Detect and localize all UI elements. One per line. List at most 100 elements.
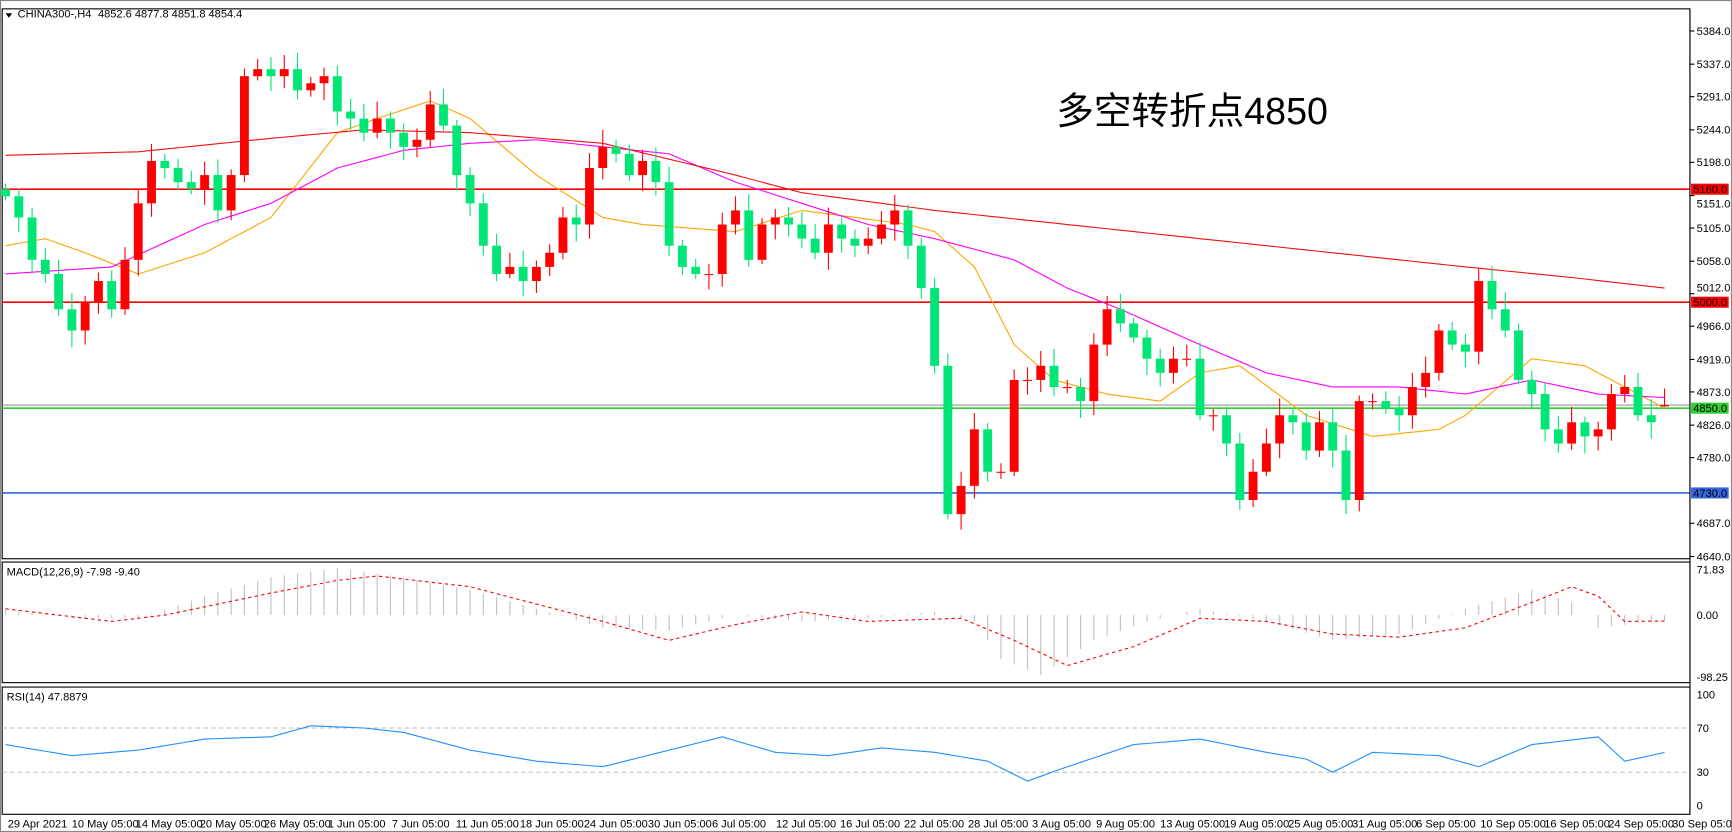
bearish-candle [1328,422,1338,451]
bearish-candle [478,203,488,246]
bearish-candle [332,76,342,112]
time-tick-label: 20 May 05:00 [200,819,267,831]
bullish-candle [969,429,979,486]
bearish-candle [14,196,24,218]
price-tick-label: 4780.0 [1697,452,1731,464]
bearish-candle [40,259,50,274]
bullish-candle [757,224,767,260]
bullish-candle [731,210,740,225]
time-tick-label: 30 Sep 05:00 [1672,819,1732,831]
bearish-candle [439,104,448,126]
time-tick-label: 30 Jun 05:00 [648,819,712,831]
bearish-candle [186,182,196,190]
macd-panel-frame [1,561,1691,684]
price-tick-label: 5012.0 [1697,283,1731,295]
bullish-candle [1567,422,1577,444]
bearish-candle [1487,281,1497,310]
bearish-candle [1527,379,1537,395]
time-tick-label: 24 Jun 05:00 [584,819,648,831]
bearish-candle [983,429,993,472]
bullish-candle [1182,358,1192,360]
bearish-candle [1381,401,1391,409]
bearish-candle [651,160,661,183]
bearish-candle [1115,309,1125,324]
price-tick-label: 5198.0 [1697,157,1731,169]
bearish-candle [930,288,939,366]
time-tick-label: 16 Sep 05:00 [1544,819,1610,831]
bearish-candle [1142,337,1152,359]
rsi-panel[interactable]: RSI(14) 47.8879 100 70 30 0 [1,686,1715,815]
bearish-candle [784,217,794,225]
main-panel[interactable]: CHINA300-,H4 4852.6 4877.8 4851.8 4854.4 … [1,8,1731,815]
bullish-candle [558,217,568,253]
time-tick-label: 10 May 05:00 [72,819,139,831]
bullish-candle [1062,386,1072,389]
bearish-candle [67,309,77,331]
bearish-candle [107,281,117,310]
collapse-triangle-icon[interactable] [5,13,13,18]
time-tick-label: 1 Jun 05:00 [328,819,386,831]
bearish-candle [1049,365,1059,387]
bearish-candle [571,217,581,225]
bullish-candle [1315,422,1324,451]
time-tick-label: 22 Jul 05:00 [904,819,964,831]
bearish-candle [1540,394,1550,430]
bullish-candle [319,76,329,84]
rsi-axis-label: 0 [1697,800,1703,812]
bullish-candle [638,160,648,176]
time-tick-label: 14 May 05:00 [136,819,203,831]
bullish-candle [1407,386,1417,416]
bullish-candle [890,210,900,225]
bearish-candle [1129,323,1139,338]
price-tick-label: 5384.0 [1697,26,1731,38]
bearish-candle [624,153,634,176]
bullish-candle [120,259,130,310]
bullish-candle [863,238,873,246]
time-tick-label: 6 Jul 05:00 [712,819,766,831]
bullish-candle [956,485,966,515]
bullish-candle [279,69,289,77]
bearish-candle [54,273,64,310]
bullish-candle [200,175,210,190]
time-tick-label: 16 Jul 05:00 [840,819,900,831]
bearish-candle [943,365,953,515]
bearish-candle [160,160,170,169]
bearish-candle [213,175,223,211]
bullish-candle [147,160,156,204]
bearish-candle [1553,429,1563,444]
bearish-candle [1394,408,1404,416]
bearish-candle [492,245,502,274]
bullish-candle [1009,379,1019,472]
bullish-candle [1089,344,1099,402]
bullish-candle [598,146,608,169]
rsi-axis-label: 70 [1697,723,1709,735]
time-tick-label: 24 Sep 05:00 [1608,819,1674,831]
level-price-tag [1691,183,1729,195]
time-tick-label: 3 Aug 05:00 [1032,819,1091,831]
bearish-candle [399,132,409,147]
bullish-candle [253,69,263,77]
bullish-candle [1660,405,1669,407]
price-tick-label: 5291.0 [1697,92,1731,104]
bullish-candle [996,471,1006,473]
time-tick-label: 13 Aug 05:00 [1160,819,1225,831]
price-tick-label: 5337.0 [1697,59,1731,71]
bullish-candle [1023,379,1032,382]
level-price-tag [1691,402,1729,414]
bearish-candle [1,189,10,197]
bearish-candle [903,210,913,246]
moving-average-line [5,100,1665,437]
bullish-candle [1607,394,1616,430]
time-tick-label: 18 Jun 05:00 [520,819,584,831]
moving-average-line [5,129,1665,289]
macd-panel[interactable]: MACD(12,26,9) -7.98 -9.40 71.83 0.00 -98.2… [1,561,1728,684]
time-tick-label: 11 Jun 05:00 [456,819,519,831]
bullish-candle [1261,443,1271,472]
rsi-axis-label: 100 [1697,690,1715,702]
bearish-candle [359,118,369,133]
bearish-candle [797,224,807,239]
bearish-candle [1580,422,1590,437]
annotation-text: 多空转折点4850 [1056,90,1328,132]
